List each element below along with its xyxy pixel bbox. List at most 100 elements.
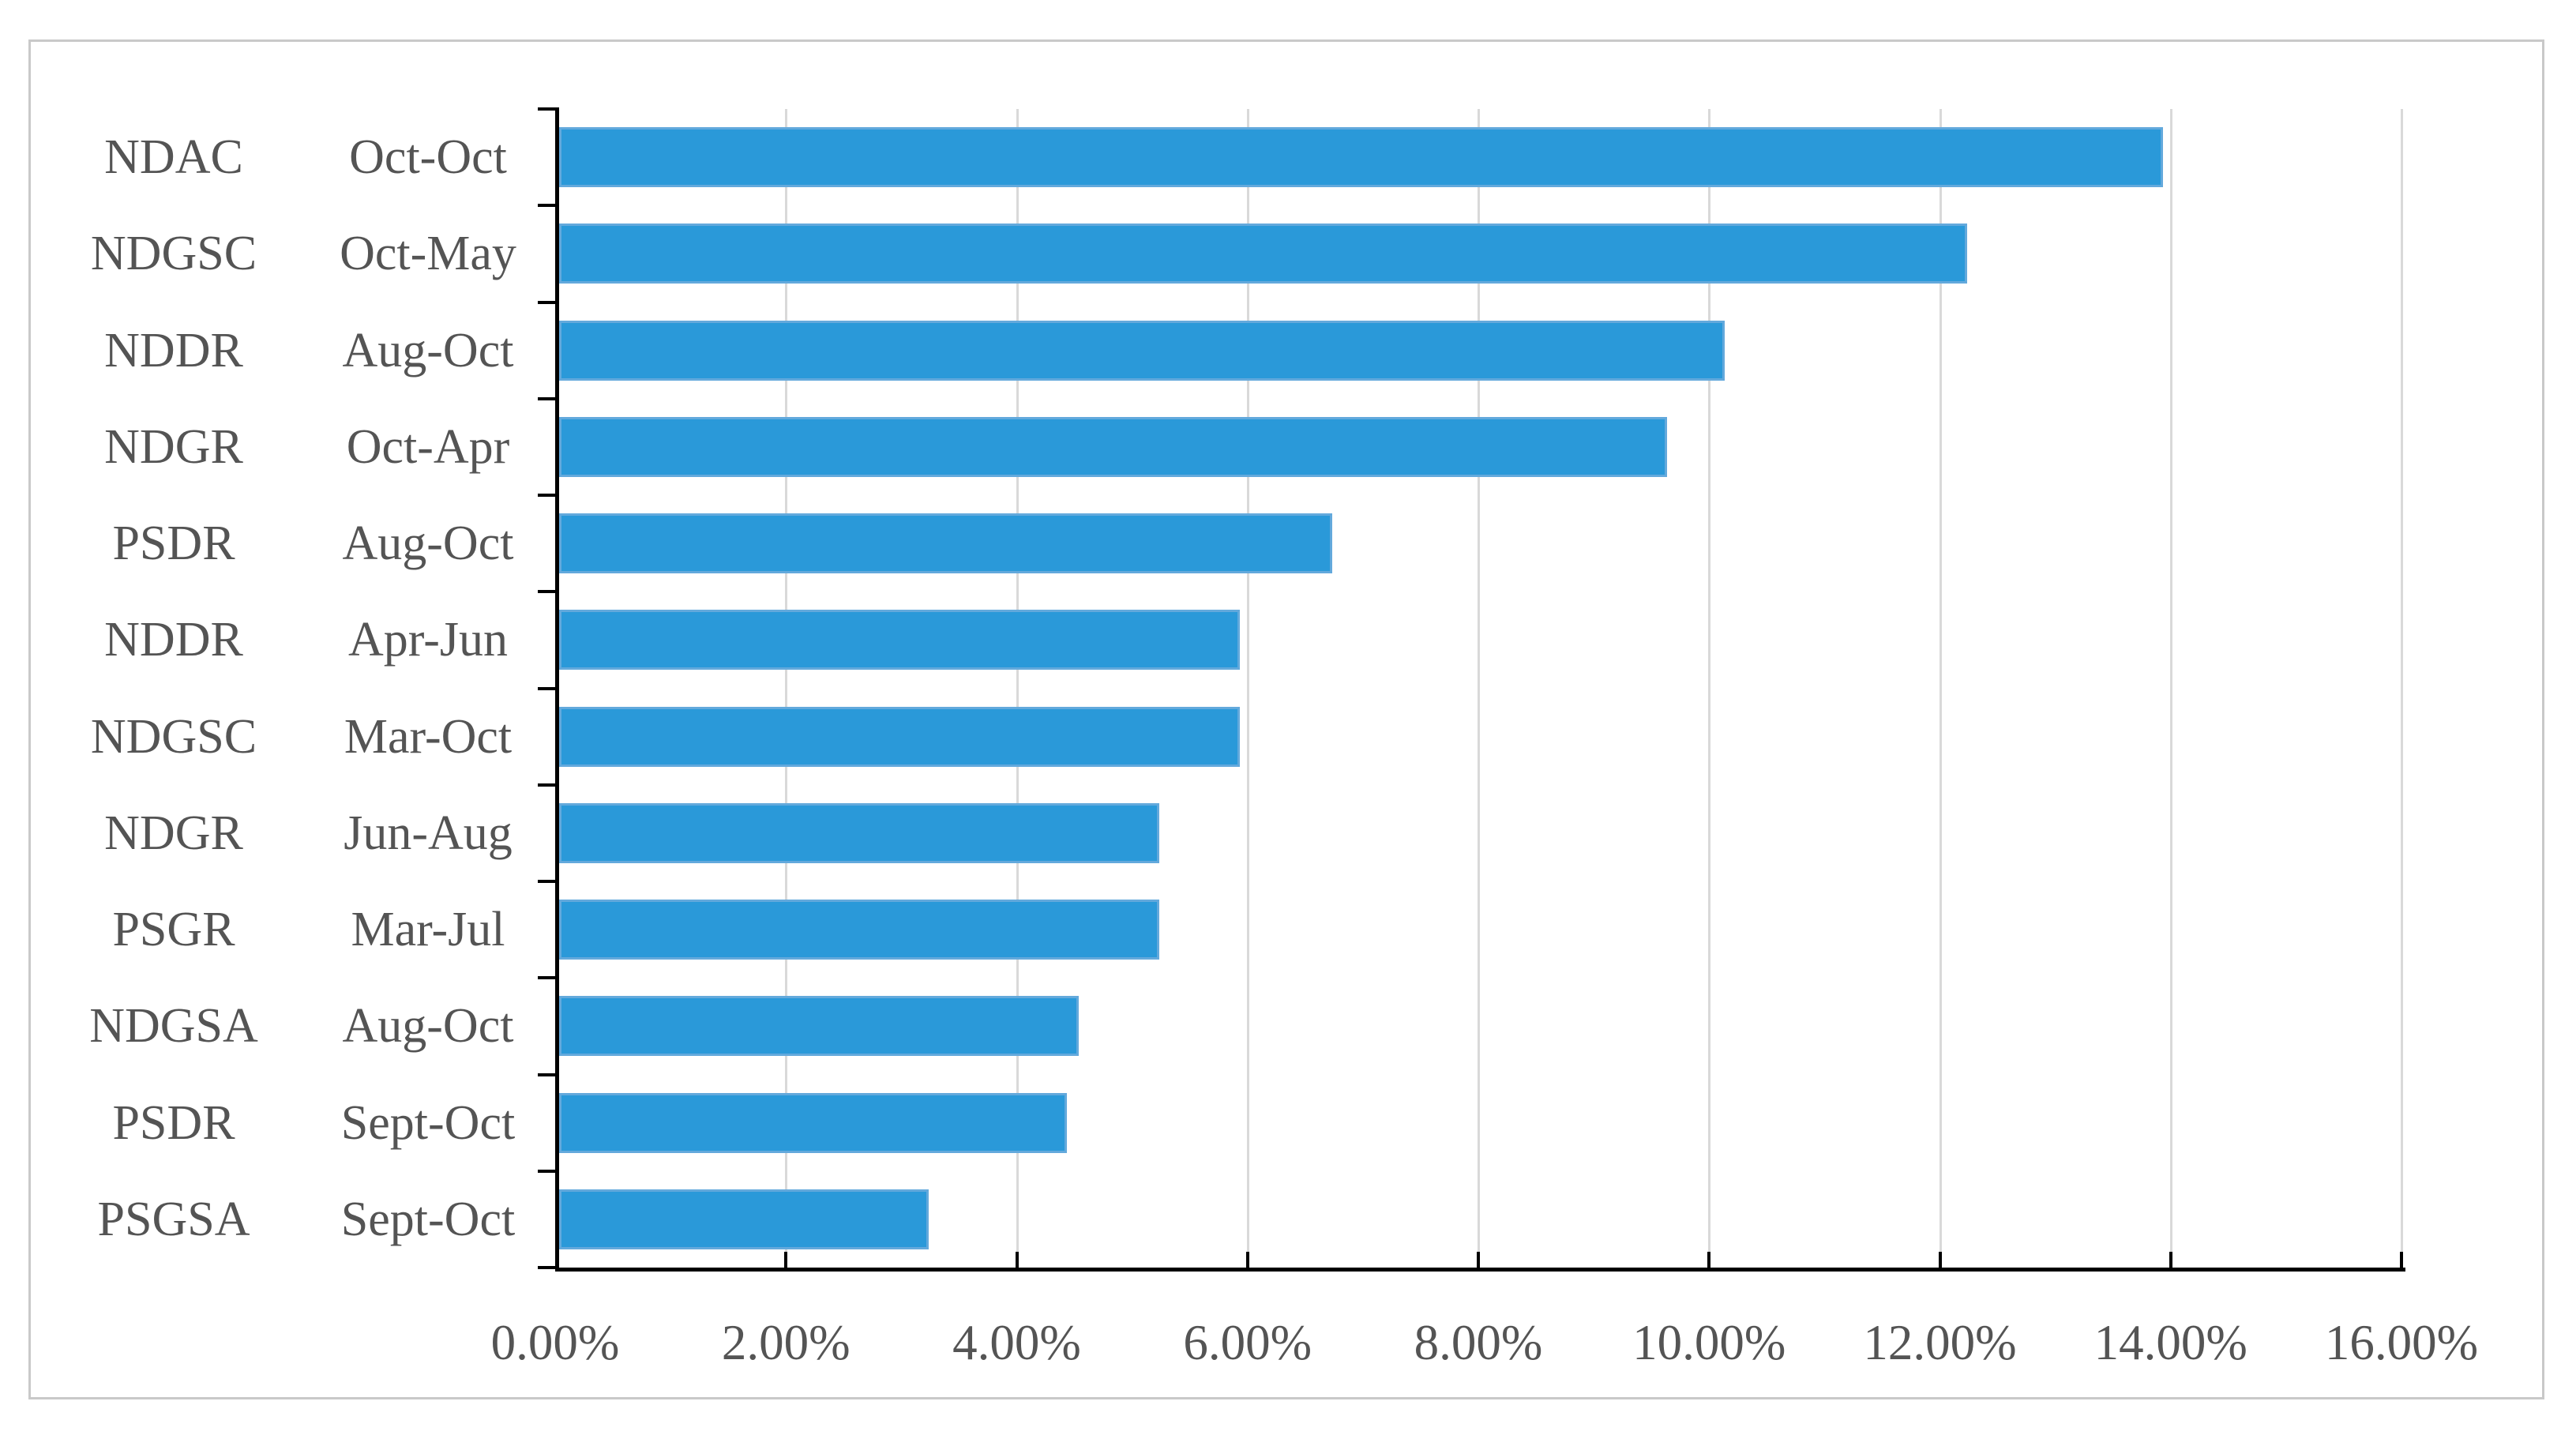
bar-band <box>555 978 2401 1074</box>
chart-frame: NDAC Oct-Oct NDGSC Oct-May NDDR Aug-Oct … <box>28 39 2544 1399</box>
category-period-label: Aug-Oct <box>342 517 514 571</box>
x-axis-tick <box>1707 1252 1711 1268</box>
category-row: NDGSC Oct-May <box>47 205 555 302</box>
category-row: NDGR Jun-Aug <box>47 785 555 881</box>
y-axis-tick <box>538 880 559 883</box>
category-code-label: NDGSC <box>90 227 257 281</box>
category-row: NDAC Oct-Oct <box>47 109 555 205</box>
category-labels: NDAC Oct-Oct NDGSC Oct-May NDDR Aug-Oct … <box>47 109 555 1268</box>
category-row: NDDR Aug-Oct <box>47 302 555 399</box>
gridline <box>1246 109 1249 1268</box>
bar <box>559 224 1967 284</box>
x-axis-tick <box>1245 1252 1249 1268</box>
x-axis-tick-label: 16.00% <box>2324 1315 2479 1370</box>
bar <box>559 900 1159 960</box>
gridline <box>785 109 788 1268</box>
x-axis-tick-label: 8.00% <box>1414 1315 1543 1370</box>
x-axis-tick <box>1015 1252 1019 1268</box>
x-axis-tick-label: 2.00% <box>721 1315 851 1370</box>
category-row: NDGSA Aug-Oct <box>47 978 555 1074</box>
bar-band <box>555 1075 2401 1171</box>
category-code-label: NDGSA <box>89 999 258 1054</box>
x-axis-tick <box>2400 1252 2403 1268</box>
y-ticks-layer <box>538 107 559 1269</box>
category-period-label: Jun-Aug <box>344 806 513 860</box>
bar-band <box>555 302 2401 399</box>
y-axis-tick <box>538 494 559 497</box>
bar <box>559 996 1079 1057</box>
y-axis-tick <box>538 300 559 304</box>
bar-band <box>555 495 2401 592</box>
x-ticks-layer <box>555 109 2403 1268</box>
category-row: NDGR Oct-Apr <box>47 399 555 495</box>
x-axis-tick-label: 0.00% <box>490 1315 620 1370</box>
bar-band <box>555 1171 2401 1268</box>
category-row: PSDR Sept-Oct <box>47 1075 555 1171</box>
category-period-label: Sept-Oct <box>340 1095 516 1150</box>
x-axis-tick-label: 10.00% <box>1632 1315 1786 1370</box>
category-period-label: Sept-Oct <box>340 1192 516 1246</box>
category-row: NDGSC Mar-Oct <box>47 689 555 785</box>
y-axis-tick <box>538 783 559 787</box>
y-axis-tick <box>538 1072 559 1076</box>
x-axis-tick <box>784 1252 788 1268</box>
y-axis-tick <box>538 107 559 111</box>
gridline <box>2401 109 2403 1268</box>
gridlines-layer <box>555 109 2403 1268</box>
gridline <box>1939 109 1942 1268</box>
category-code-label: NDGR <box>104 419 243 474</box>
category-period-label: Aug-Oct <box>342 323 514 378</box>
category-code-label: PSDR <box>112 517 235 571</box>
bar-band <box>555 785 2401 881</box>
x-axis-tick <box>2169 1252 2172 1268</box>
x-axis-tick <box>1938 1252 1942 1268</box>
gridline <box>1708 109 1711 1268</box>
category-code-label: NDDR <box>104 613 243 667</box>
category-code-label: NDGR <box>104 806 243 860</box>
x-axis-labels: 0.00% 2.00% 4.00% 6.00% 8.00% 10.00% 12.… <box>491 1299 2478 1386</box>
category-code-label: NDGSC <box>90 709 257 764</box>
bar <box>559 610 1241 671</box>
x-axis-tick <box>1477 1252 1480 1268</box>
category-row: NDDR Apr-Jun <box>47 592 555 688</box>
gridline <box>1016 109 1019 1268</box>
bar <box>559 513 1333 573</box>
y-axis-tick <box>538 204 559 208</box>
category-code-label: PSGR <box>112 903 235 957</box>
y-axis-tick <box>538 1169 559 1173</box>
gridline <box>2169 109 2172 1268</box>
bar <box>559 416 1667 477</box>
category-period-label: Oct-May <box>340 227 516 281</box>
x-axis-tick-label: 6.00% <box>1183 1315 1312 1370</box>
bar-band <box>555 399 2401 495</box>
bar <box>559 127 2164 187</box>
bars-layer <box>555 109 2401 1268</box>
category-code-label: NDDR <box>104 323 243 378</box>
category-period-label: Mar-Oct <box>344 709 513 764</box>
bar-band <box>555 592 2401 688</box>
category-period-label: Oct-Apr <box>346 419 510 474</box>
category-code-label: PSGSA <box>97 1192 250 1246</box>
x-axis-line <box>555 1268 2405 1272</box>
category-period-label: Aug-Oct <box>342 999 514 1054</box>
plot-area <box>555 109 2403 1268</box>
bar <box>559 1189 929 1249</box>
category-row: PSGR Mar-Jul <box>47 881 555 978</box>
x-axis-tick-label: 12.00% <box>1863 1315 2017 1370</box>
y-axis-tick <box>538 590 559 594</box>
y-axis-line <box>555 109 559 1272</box>
category-row: PSDR Aug-Oct <box>47 495 555 592</box>
gridline <box>1478 109 1480 1268</box>
y-axis-tick <box>538 686 559 690</box>
bar-band <box>555 205 2401 302</box>
category-period-label: Apr-Jun <box>348 613 508 667</box>
x-axis-tick-label: 14.00% <box>2093 1315 2247 1370</box>
bar-band <box>555 689 2401 785</box>
x-axis-tick-label: 4.00% <box>952 1315 1081 1370</box>
bar <box>559 1092 1067 1153</box>
bar <box>559 706 1241 767</box>
category-row: PSGSA Sept-Oct <box>47 1171 555 1268</box>
category-period-label: Mar-Jul <box>351 903 505 957</box>
bar-band <box>555 881 2401 978</box>
